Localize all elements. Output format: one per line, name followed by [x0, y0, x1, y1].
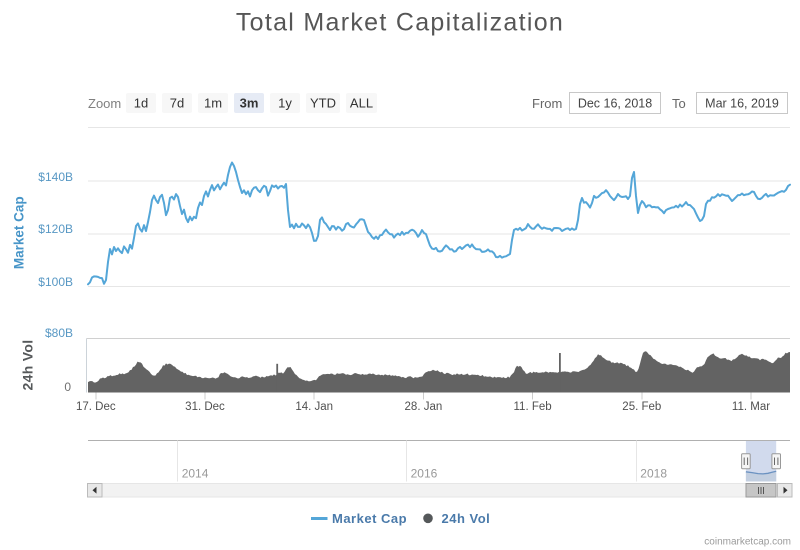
svg-text:1m: 1m	[204, 96, 222, 111]
svg-text:$120B: $120B	[38, 222, 73, 236]
svg-text:11. Mar: 11. Mar	[732, 401, 770, 413]
svg-text:YTD: YTD	[310, 96, 336, 111]
svg-text:To: To	[672, 96, 686, 111]
svg-text:2016: 2016	[411, 467, 438, 481]
svg-text:$100B: $100B	[38, 275, 73, 289]
svg-text:17. Dec: 17. Dec	[76, 401, 116, 413]
svg-text:Total Market Capitalization: Total Market Capitalization	[236, 9, 564, 37]
svg-text:31. Dec: 31. Dec	[185, 401, 225, 413]
svg-text:3m: 3m	[240, 96, 259, 111]
svg-text:0: 0	[64, 380, 71, 394]
svg-text:coinmarketcap.com: coinmarketcap.com	[704, 537, 791, 548]
svg-text:Market Cap: Market Cap	[12, 196, 27, 269]
svg-text:Mar 16, 2019: Mar 16, 2019	[705, 97, 779, 111]
svg-text:From: From	[532, 96, 562, 111]
svg-text:1y: 1y	[278, 96, 292, 111]
svg-text:$80B: $80B	[45, 326, 73, 340]
svg-text:2018: 2018	[640, 467, 667, 481]
svg-text:28. Jan: 28. Jan	[405, 401, 443, 413]
svg-text:1d: 1d	[134, 96, 148, 111]
svg-text:Zoom: Zoom	[88, 96, 121, 111]
svg-text:24h Vol: 24h Vol	[20, 340, 36, 391]
svg-text:7d: 7d	[170, 96, 184, 111]
svg-text:25. Feb: 25. Feb	[622, 401, 661, 413]
svg-text:Dec 16, 2018: Dec 16, 2018	[578, 97, 652, 111]
svg-text:ALL: ALL	[350, 96, 373, 111]
svg-text:11. Feb: 11. Feb	[514, 401, 552, 413]
svg-text:24h Vol: 24h Vol	[442, 511, 491, 526]
svg-text:$140B: $140B	[38, 170, 73, 184]
svg-text:2014: 2014	[182, 467, 209, 481]
svg-text:Market Cap: Market Cap	[332, 511, 407, 526]
svg-text:14. Jan: 14. Jan	[295, 401, 333, 413]
